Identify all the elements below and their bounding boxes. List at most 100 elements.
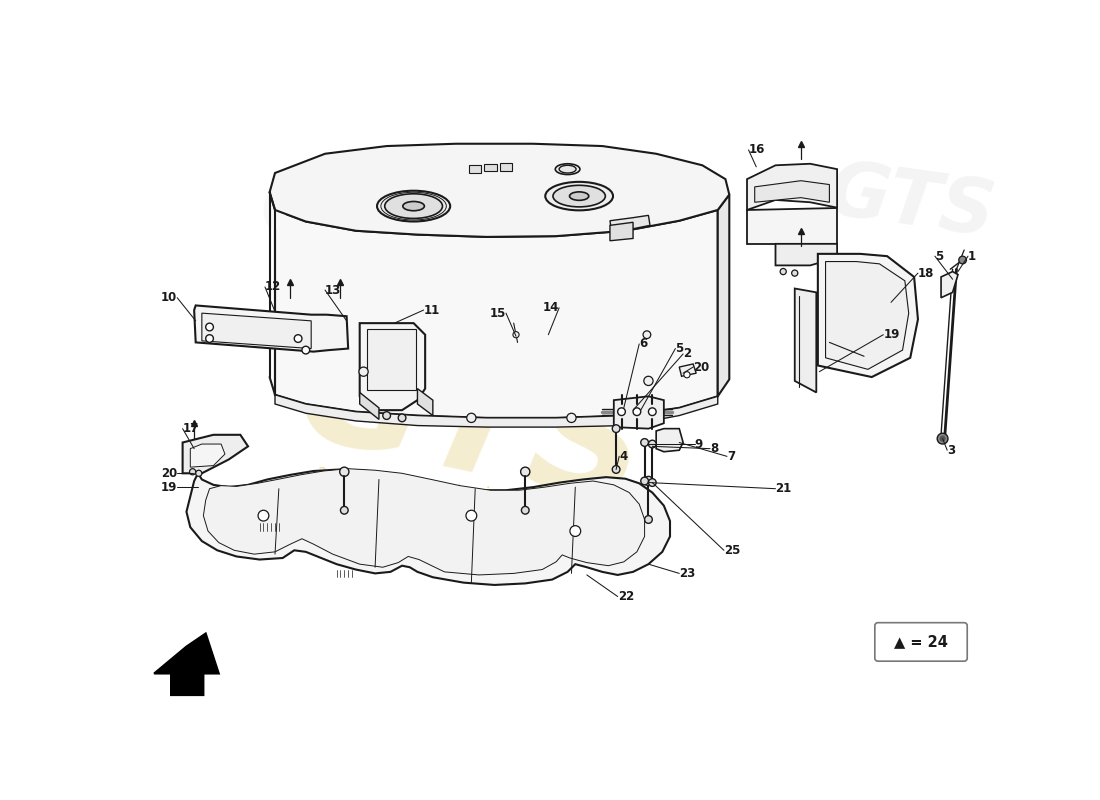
Ellipse shape [553,186,605,207]
Circle shape [513,332,519,338]
Circle shape [341,506,349,514]
Text: 25: 25 [724,544,740,557]
Polygon shape [204,469,645,575]
Polygon shape [360,393,378,419]
Circle shape [959,256,967,264]
Circle shape [520,467,530,476]
Circle shape [937,434,948,444]
Text: 2: 2 [683,347,691,361]
Circle shape [792,270,798,276]
Circle shape [189,469,196,475]
Polygon shape [418,389,433,415]
Polygon shape [717,194,729,396]
Circle shape [466,510,476,521]
Circle shape [644,476,653,486]
Polygon shape [776,244,837,266]
Polygon shape [202,313,311,349]
Circle shape [206,323,213,331]
Ellipse shape [570,192,589,200]
Circle shape [383,412,390,419]
Polygon shape [360,323,425,410]
Text: a passion for parts since 1985: a passion for parts since 1985 [315,462,566,515]
FancyBboxPatch shape [874,622,967,661]
Text: 12: 12 [265,281,282,294]
Polygon shape [275,210,717,418]
Text: GTS: GTS [283,314,660,539]
Circle shape [780,269,786,274]
Text: 8: 8 [711,442,718,455]
Text: 17: 17 [183,422,199,435]
Circle shape [295,334,301,342]
Circle shape [359,367,369,376]
Polygon shape [614,396,664,429]
Text: 18: 18 [917,266,934,280]
Polygon shape [499,163,513,170]
Polygon shape [747,208,837,244]
Polygon shape [755,181,829,202]
Text: 3: 3 [947,444,955,457]
Circle shape [570,526,581,537]
Text: 20: 20 [161,467,177,480]
Ellipse shape [403,202,425,210]
Text: 5: 5 [675,342,683,355]
Polygon shape [942,271,958,298]
Circle shape [645,516,652,523]
Circle shape [613,425,620,433]
Text: 20: 20 [693,361,710,374]
Circle shape [618,408,625,415]
Polygon shape [367,329,416,390]
Text: 19: 19 [883,328,900,341]
Ellipse shape [377,190,450,222]
Circle shape [649,440,656,448]
Ellipse shape [556,164,580,174]
Polygon shape [154,634,219,695]
Polygon shape [195,306,348,352]
Polygon shape [794,289,816,393]
Polygon shape [656,429,683,452]
Text: 19: 19 [161,481,177,494]
Text: 7: 7 [727,450,735,463]
Polygon shape [275,394,717,427]
Polygon shape [270,144,729,237]
Text: 4: 4 [619,450,627,463]
Text: 11: 11 [424,303,440,317]
Circle shape [398,414,406,422]
Text: 23: 23 [680,567,695,580]
Circle shape [640,477,649,485]
Circle shape [649,478,656,486]
Polygon shape [747,164,837,210]
Polygon shape [190,444,224,467]
Text: 13: 13 [326,283,341,297]
Polygon shape [484,164,497,171]
Circle shape [684,372,690,378]
Polygon shape [183,435,249,474]
Circle shape [521,506,529,514]
Circle shape [634,408,641,415]
Circle shape [301,346,310,354]
Circle shape [644,376,653,386]
Circle shape [466,414,476,422]
Text: 5: 5 [935,250,943,262]
Polygon shape [609,215,650,230]
Polygon shape [609,222,634,241]
Polygon shape [469,166,482,173]
Text: 21: 21 [776,482,792,495]
Ellipse shape [385,194,442,218]
Circle shape [340,467,349,476]
Text: 1: 1 [968,250,976,262]
Text: 22: 22 [618,590,634,603]
Ellipse shape [559,166,576,173]
Text: 10: 10 [161,291,177,304]
Circle shape [196,470,202,476]
Polygon shape [186,470,670,585]
Text: 16: 16 [749,143,764,157]
Text: 6: 6 [639,338,648,350]
Text: 9: 9 [695,438,703,450]
Polygon shape [825,262,909,370]
Ellipse shape [546,182,613,210]
Circle shape [644,331,651,338]
Polygon shape [680,364,696,376]
Ellipse shape [264,190,286,230]
Circle shape [939,435,946,442]
Text: 15: 15 [490,306,506,320]
